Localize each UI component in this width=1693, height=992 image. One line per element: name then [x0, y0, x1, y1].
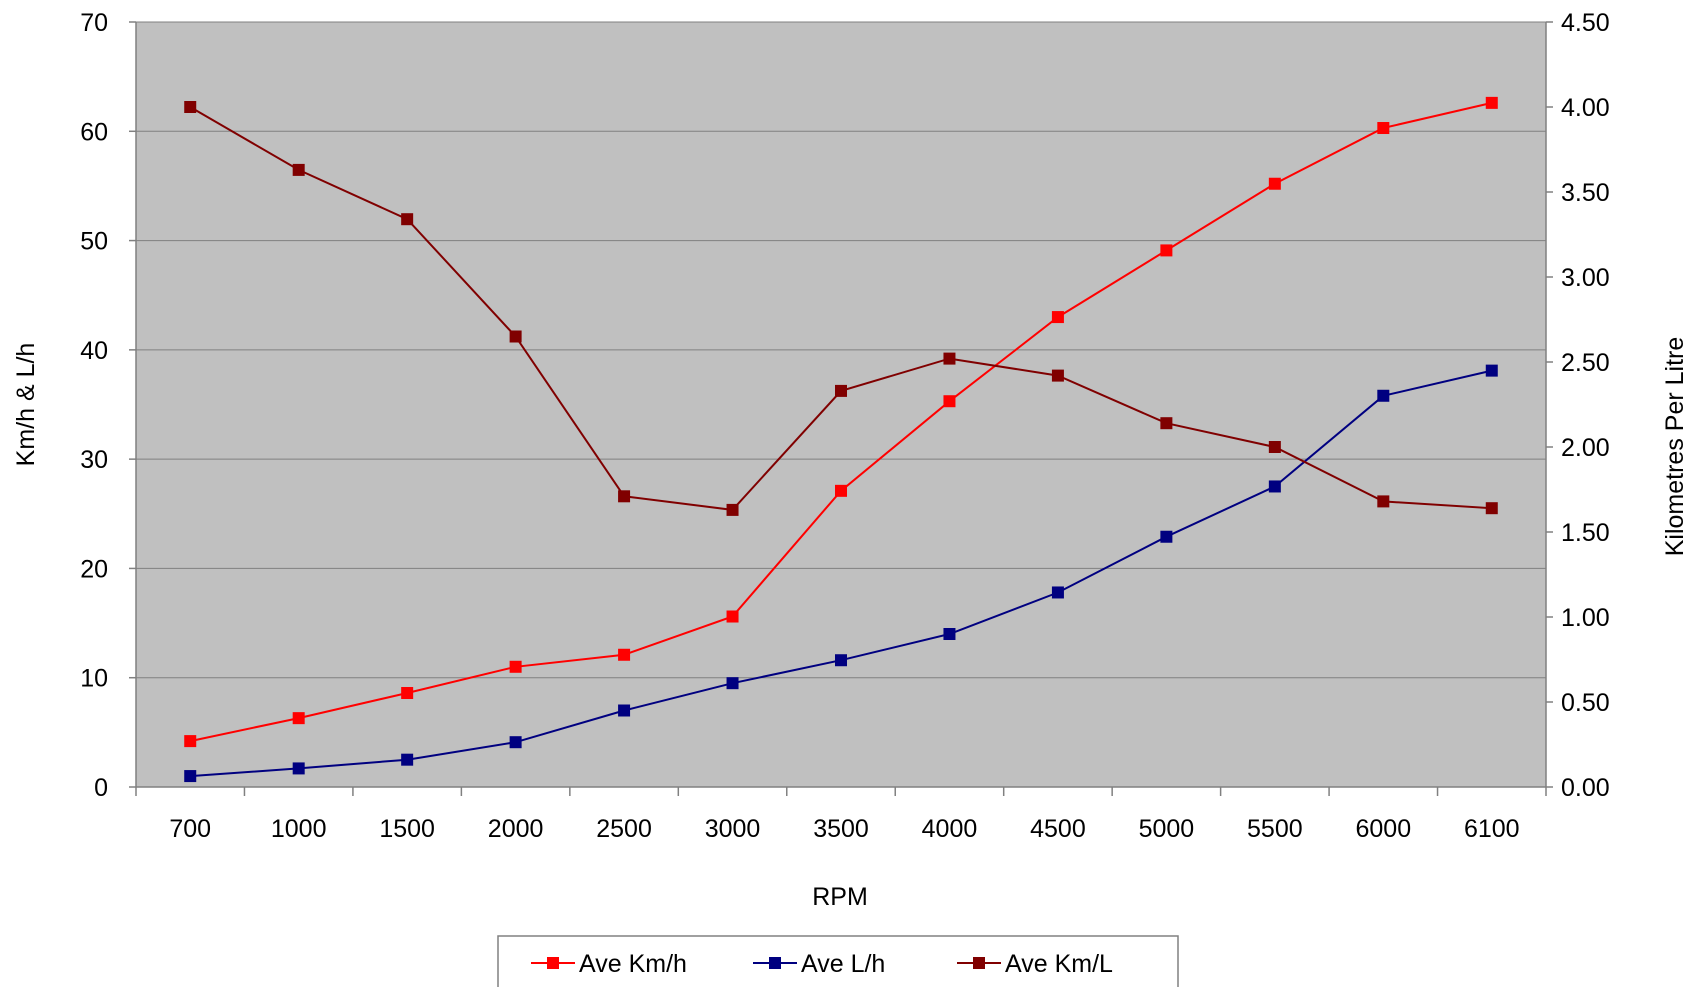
y2-tick-label: 1.00: [1561, 604, 1610, 632]
data-point: [943, 395, 956, 408]
data-point: [726, 610, 739, 623]
data-point: [1485, 364, 1498, 377]
data-point: [401, 687, 414, 700]
legend-marker: [769, 957, 781, 969]
legend-label: Ave L/h: [801, 950, 885, 978]
y-tick-label: 70: [80, 9, 108, 37]
data-point: [835, 484, 847, 497]
labels: 0 10 20 30 40 50 60 70 0.00 0.50 1.00 1.50 2.00 2.50 3…: [80, 9, 1609, 843]
legend-marker: [973, 957, 985, 969]
x-tick-label: 6100: [1464, 815, 1520, 843]
x-tick-label: 3000: [705, 815, 761, 843]
data-point: [1160, 417, 1173, 430]
x-tick-label: 4000: [922, 815, 978, 843]
data-point: [184, 101, 197, 113]
data-point: [1051, 311, 1064, 324]
legend-label: Ave Km/L: [1005, 950, 1113, 978]
legend: Ave Km/h Ave L/h Ave Km/L: [497, 935, 1179, 992]
data-point: [1160, 530, 1173, 543]
data-point: [509, 736, 522, 749]
legend-item: Ave Km/L: [957, 950, 1113, 978]
data-point: [618, 704, 631, 717]
series: [184, 96, 1498, 783]
x-tick-label: 1500: [379, 815, 435, 843]
y-tick-label: 40: [80, 337, 108, 365]
legend-item: Ave Km/h: [531, 950, 687, 978]
x-tick-label: 6000: [1355, 815, 1411, 843]
series-2: [184, 364, 1498, 783]
data-point: [1051, 369, 1064, 382]
y-tick-label: 0: [94, 774, 108, 802]
y-axis-title: Km/h & L/h: [12, 343, 40, 467]
x-axis-title: RPM: [812, 883, 868, 911]
data-point: [835, 654, 847, 667]
y2-tick-label: 2.00: [1561, 434, 1610, 462]
data-point: [943, 628, 956, 640]
data-point: [726, 677, 739, 690]
y2-tick-label: 3.00: [1561, 264, 1610, 292]
data-point: [1268, 480, 1281, 493]
legend-marker: [547, 957, 559, 969]
data-point: [509, 660, 522, 673]
plot-area: [136, 22, 1546, 787]
data-point: [1485, 96, 1498, 109]
data-point: [618, 648, 631, 661]
y2-tick-label: 1.50: [1561, 519, 1610, 547]
y-tick-label: 10: [80, 665, 108, 693]
data-point: [509, 330, 522, 343]
x-tick-label: 3500: [813, 815, 869, 843]
data-point: [1377, 389, 1390, 402]
x-tick-label: 1000: [271, 815, 327, 843]
data-point: [292, 762, 305, 775]
x-tick-label: 5500: [1247, 815, 1303, 843]
y-tick-label: 20: [80, 555, 108, 583]
x-tick-label: 2500: [596, 815, 652, 843]
data-point: [1160, 244, 1173, 257]
data-point: [618, 490, 631, 503]
axes: [129, 21, 1553, 796]
y2-tick-label: 2.50: [1561, 349, 1610, 377]
data-point: [1377, 122, 1390, 135]
y-tick-label: 60: [80, 118, 108, 146]
y-tick-label: 50: [80, 228, 108, 256]
data-point: [401, 753, 414, 766]
data-point: [943, 352, 956, 365]
data-point: [1268, 441, 1281, 453]
x-tick-label: 700: [169, 815, 211, 843]
y2-tick-label: 4.50: [1561, 9, 1610, 37]
data-point: [726, 503, 739, 516]
x-tick-label: 2000: [488, 815, 544, 843]
y2-tick-label: 4.00: [1561, 94, 1610, 122]
legend-box: [497, 935, 1179, 992]
legend-item: Ave L/h: [753, 950, 885, 978]
x-tick-label: 4500: [1030, 815, 1086, 843]
data-point: [184, 770, 197, 783]
data-point: [1268, 177, 1281, 190]
series-1: [184, 96, 1498, 748]
legend-label: Ave Km/h: [579, 950, 687, 978]
series-3: [184, 101, 1498, 516]
y2-tick-label: 0.50: [1561, 689, 1610, 717]
data-point: [1051, 586, 1064, 599]
y2-axis-title: Kilometres Per Litre: [1661, 337, 1689, 557]
y2-tick-label: 0.00: [1561, 774, 1610, 802]
data-point: [184, 735, 197, 748]
data-point: [292, 163, 305, 176]
x-tick-label: 5000: [1139, 815, 1195, 843]
data-point: [401, 213, 414, 226]
y-tick-label: 30: [80, 446, 108, 474]
data-point: [835, 384, 847, 397]
data-point: [1485, 502, 1498, 515]
data-point: [292, 712, 305, 725]
gridlines: [136, 21, 1546, 679]
data-point: [1377, 495, 1390, 508]
y2-tick-label: 3.50: [1561, 179, 1610, 207]
